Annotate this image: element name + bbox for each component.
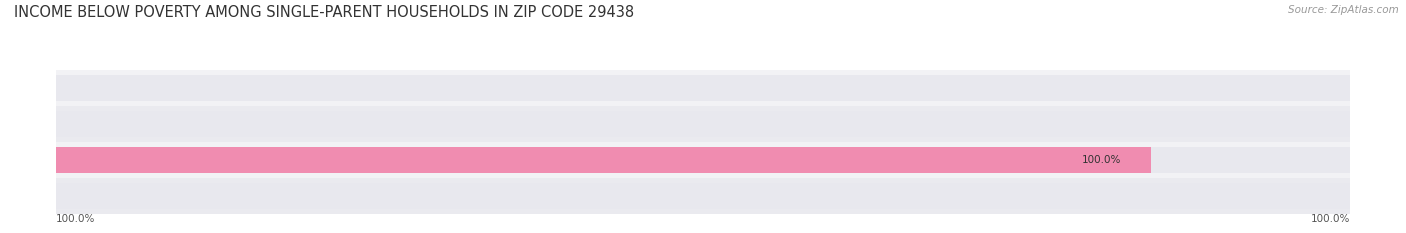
Text: Source: ZipAtlas.com: Source: ZipAtlas.com xyxy=(1288,5,1399,15)
Text: 100.0%: 100.0% xyxy=(1081,155,1121,165)
Bar xyxy=(56,183,1350,209)
Bar xyxy=(56,178,1350,214)
Text: 100.0%: 100.0% xyxy=(56,214,96,224)
Bar xyxy=(56,147,1350,173)
Text: INCOME BELOW POVERTY AMONG SINGLE-PARENT HOUSEHOLDS IN ZIP CODE 29438: INCOME BELOW POVERTY AMONG SINGLE-PARENT… xyxy=(14,5,634,20)
Bar xyxy=(56,142,1350,178)
Bar xyxy=(56,70,1350,106)
Text: 100.0%: 100.0% xyxy=(1310,214,1350,224)
Bar xyxy=(56,106,1350,142)
Bar xyxy=(0,147,1150,173)
Bar xyxy=(56,75,1350,101)
Bar xyxy=(56,111,1350,137)
